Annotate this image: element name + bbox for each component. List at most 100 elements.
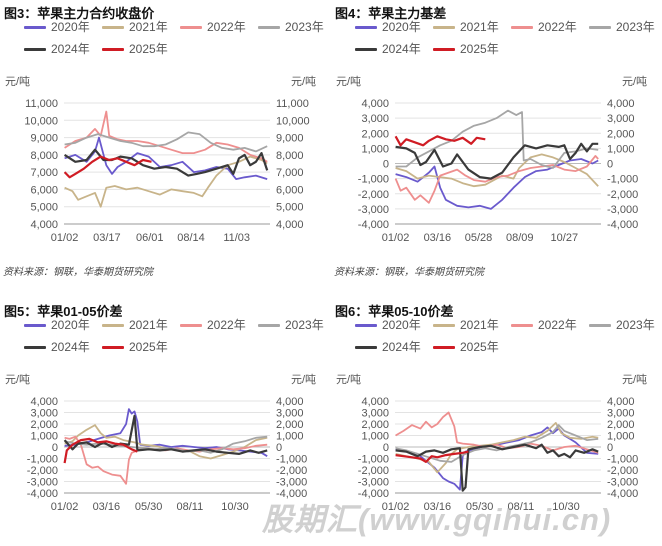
x-tick-label: 01/02 bbox=[51, 232, 79, 244]
x-tick-label: 05/28 bbox=[465, 232, 493, 244]
x-tick-label: 08/14 bbox=[177, 232, 205, 244]
legend-label: 2024年 bbox=[382, 340, 421, 354]
y-axis-label-left: 元/吨 bbox=[336, 76, 362, 88]
legend-swatch bbox=[355, 48, 377, 52]
legend-item: 2025年 bbox=[433, 338, 499, 355]
chart-title: 图6：苹果05-10价差 bbox=[335, 304, 454, 319]
legend-label: 2022年 bbox=[207, 318, 246, 332]
legend-label: 2025年 bbox=[460, 340, 499, 354]
legend-item: 2023年 bbox=[589, 18, 655, 35]
y-tick-label-right: 7,000 bbox=[276, 167, 304, 179]
legend-label: 2024年 bbox=[382, 42, 421, 56]
y-tick-label-left: -4,000 bbox=[358, 488, 389, 500]
y-tick-label-left: 7,000 bbox=[30, 167, 58, 179]
x-tick-label: 01/02 bbox=[51, 501, 79, 513]
legend-label: 2025年 bbox=[129, 42, 168, 56]
series-line-2021 bbox=[395, 422, 599, 474]
y-tick-label-right: 11,000 bbox=[276, 98, 309, 110]
y-tick-label-left: 0 bbox=[383, 159, 389, 171]
y-tick-label-left: -2,000 bbox=[27, 465, 58, 477]
y-tick-label-right: 2,000 bbox=[607, 419, 635, 431]
legend-swatch bbox=[433, 26, 455, 30]
y-tick-label-left: 1,000 bbox=[30, 431, 58, 443]
legend-label: 2021年 bbox=[460, 318, 499, 332]
y-tick-label-left: 9,000 bbox=[30, 133, 58, 145]
legend-item: 2021年 bbox=[433, 18, 499, 35]
series-line-2023 bbox=[64, 131, 268, 153]
series-line-2025 bbox=[394, 135, 486, 147]
x-tick-label: 11/03 bbox=[223, 232, 250, 244]
y-tick-label-right: 4,000 bbox=[607, 396, 635, 408]
line-chart: -4,000 -4,000-3,000 -3,000-2,000 -2,000-1,0… bbox=[358, 396, 638, 513]
y-tick-label-right: 4,000 bbox=[276, 396, 304, 408]
y-tick-label-left: 6,000 bbox=[30, 184, 58, 196]
y-tick-label-left: 1,000 bbox=[361, 431, 389, 443]
y-tick-label-right: 3,000 bbox=[607, 113, 635, 125]
x-tick-label: 08/09 bbox=[506, 232, 534, 244]
y-tick-label-left: 0 bbox=[383, 442, 389, 454]
y-tick-label-right: -2,000 bbox=[607, 189, 638, 201]
line-chart: -4,000 -4,000-3,000 -3,000-2,000 -2,000-1,0… bbox=[358, 98, 638, 244]
y-tick-label-right: 0 bbox=[276, 442, 282, 454]
y-tick-label-left: 3,000 bbox=[30, 408, 58, 420]
y-tick-label-right: -3,000 bbox=[607, 477, 638, 489]
legend-label: 2021年 bbox=[129, 20, 168, 34]
legend-label: 2020年 bbox=[382, 318, 421, 332]
y-tick-label-left: 2,000 bbox=[361, 419, 389, 431]
y-tick-label-left: -3,000 bbox=[358, 477, 389, 489]
legend-item: 2022年 bbox=[180, 18, 246, 35]
x-tick-label: 10/30 bbox=[552, 501, 580, 513]
legend-swatch bbox=[180, 26, 202, 30]
series-line-2021 bbox=[64, 155, 268, 208]
legend-item: 2023年 bbox=[258, 18, 324, 35]
legend-swatch bbox=[24, 324, 46, 328]
legend-label: 2024年 bbox=[51, 42, 90, 56]
y-tick-label-right: 1,000 bbox=[276, 431, 304, 443]
y-tick-label-left: 1,000 bbox=[361, 143, 389, 155]
y-tick-label-left: 3,000 bbox=[361, 408, 389, 420]
line-chart: 4,000 4,000 5,000 5,000 6,000 6,000 7,000 7,000… bbox=[24, 98, 309, 244]
y-axis-label-right: 元/吨 bbox=[291, 374, 317, 386]
series-line-2022 bbox=[394, 155, 599, 204]
legend-item: 2023年 bbox=[258, 316, 324, 333]
y-axis-label-left: 元/吨 bbox=[5, 76, 31, 88]
y-tick-label-left: -1,000 bbox=[358, 174, 389, 186]
y-tick-label-right: 9,000 bbox=[276, 133, 304, 145]
y-tick-label-right: 3,000 bbox=[276, 408, 304, 420]
legend-label: 2023年 bbox=[285, 318, 324, 332]
legend-label: 2023年 bbox=[616, 20, 655, 34]
line-chart: -4,000 -4,000-3,000 -3,000-2,000 -2,000-1,0… bbox=[27, 396, 307, 513]
legend-swatch bbox=[258, 26, 280, 30]
legend-label: 2020年 bbox=[382, 20, 421, 34]
chart-panel-6: 图6：苹果05-10价差 2020年 2021年 2022年 2023年 2024年 20… bbox=[331, 273, 662, 546]
y-tick-label-left: -3,000 bbox=[27, 477, 58, 489]
y-tick-label-right: -1,000 bbox=[276, 454, 307, 466]
series-line-2022 bbox=[64, 435, 268, 485]
y-tick-label-right: 0 bbox=[607, 442, 613, 454]
legend-swatch bbox=[102, 346, 124, 350]
legend-label: 2025年 bbox=[129, 340, 168, 354]
y-tick-label-left: -4,000 bbox=[358, 219, 389, 231]
series-line-2022 bbox=[395, 411, 599, 454]
y-tick-label-left: -1,000 bbox=[27, 454, 58, 466]
series-line-2023 bbox=[395, 109, 599, 169]
y-tick-label-left: 11,000 bbox=[25, 98, 58, 110]
legend-swatch bbox=[511, 324, 533, 328]
x-tick-label: 05/30 bbox=[466, 501, 494, 513]
y-tick-label-right: -3,000 bbox=[276, 477, 307, 489]
legend-swatch bbox=[433, 324, 455, 328]
y-tick-label-right: 8,000 bbox=[276, 150, 304, 162]
y-tick-label-right: 3,000 bbox=[607, 408, 635, 420]
legend-swatch bbox=[258, 324, 280, 328]
legend-item: 2022年 bbox=[180, 316, 246, 333]
y-tick-label-right: 2,000 bbox=[276, 419, 304, 431]
legend-label: 2022年 bbox=[538, 20, 577, 34]
legend-swatch bbox=[511, 26, 533, 30]
legend-item: 2022年 bbox=[511, 18, 577, 35]
legend-item: 2021年 bbox=[102, 18, 168, 35]
legend-item: 2024年 bbox=[355, 40, 421, 57]
legend-label: 2020年 bbox=[51, 20, 90, 34]
series-line-2020 bbox=[395, 158, 599, 210]
legend-label: 2023年 bbox=[285, 20, 324, 34]
legend-label: 2023年 bbox=[616, 318, 655, 332]
